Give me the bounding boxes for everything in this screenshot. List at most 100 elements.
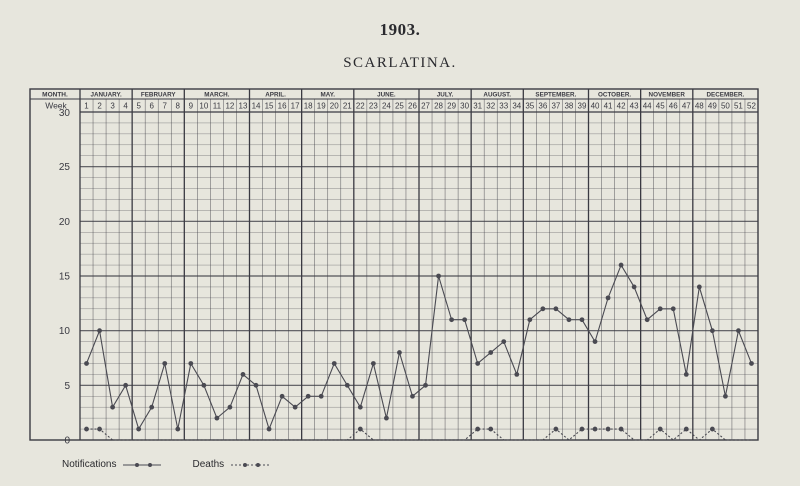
week-number-label: 25	[395, 102, 404, 111]
notifications-point	[84, 361, 89, 366]
notifications-point	[566, 317, 572, 323]
month-label: NOVEMBER	[649, 92, 686, 99]
deaths-point	[657, 426, 663, 432]
legend-deaths-swatch	[231, 462, 270, 467]
notifications-line	[86, 263, 752, 431]
y-tick-label: 30	[59, 108, 71, 119]
week-number-label: 1	[84, 102, 89, 111]
month-label: DECEMBER.	[707, 92, 745, 99]
week-number-label: 29	[447, 102, 456, 111]
chart-year: 1903.	[379, 20, 421, 39]
notifications-point	[605, 295, 611, 301]
week-number-label: 42	[617, 102, 626, 111]
deaths-point	[683, 426, 689, 432]
notifications-point	[527, 317, 533, 323]
month-label: AUGUST.	[483, 92, 511, 99]
week-number-label: 26	[408, 102, 417, 111]
notifications-point	[136, 426, 142, 432]
y-tick-label: 20	[59, 217, 71, 228]
y-tick-label: 10	[59, 326, 71, 337]
week-number-label: 23	[369, 102, 378, 111]
notifications-point	[540, 306, 546, 312]
month-label: MAY.	[320, 92, 335, 99]
week-number-label: 14	[252, 102, 261, 111]
notifications-point	[410, 393, 415, 399]
week-number-label: 45	[656, 102, 665, 111]
notifications-point	[240, 372, 246, 377]
notifications-point	[397, 350, 402, 355]
week-number-label: 15	[265, 102, 274, 111]
y-tick-label: 25	[59, 162, 71, 173]
notifications-point	[631, 284, 637, 290]
week-number-label: 51	[734, 102, 743, 111]
notifications-point	[384, 415, 389, 421]
week-number-label: 16	[278, 102, 287, 111]
notifications-point	[318, 393, 324, 399]
deaths-point	[475, 426, 481, 432]
notifications-point	[657, 306, 663, 312]
week-number-label: 17	[291, 102, 300, 111]
notifications-point	[423, 382, 428, 388]
notifications-point	[305, 393, 311, 399]
week-number-label: 44	[643, 102, 652, 111]
week-number-label: 21	[343, 102, 352, 111]
legend: Notifications Deaths	[62, 459, 270, 470]
week-number-label: 32	[486, 102, 495, 111]
notifications-point	[292, 404, 298, 410]
deaths-point	[97, 426, 102, 432]
week-number-label: 41	[604, 102, 613, 111]
notifications-point	[149, 404, 155, 410]
month-label: JULY.	[437, 92, 454, 99]
deaths-point	[84, 426, 89, 432]
notifications-point	[253, 382, 259, 388]
notifications-point	[436, 273, 441, 279]
week-number-label: 19	[317, 102, 326, 111]
y-tick-label: 0	[64, 436, 70, 447]
notifications-point	[553, 306, 559, 312]
week-row-label: Week	[45, 101, 67, 111]
week-number-label: 39	[578, 102, 587, 111]
week-number-label: 20	[330, 102, 339, 111]
notifications-point	[175, 426, 181, 432]
week-number-label: 48	[695, 102, 704, 111]
deaths-point	[605, 426, 611, 432]
week-number-label: 10	[199, 102, 208, 111]
notifications-point	[475, 361, 481, 366]
week-number-label: 36	[538, 102, 547, 111]
deaths-point	[618, 426, 624, 432]
month-label: OCTOBER.	[598, 92, 631, 99]
week-number-label: 8	[176, 102, 181, 111]
week-number-label: 43	[630, 102, 639, 111]
week-number-label: 13	[239, 102, 248, 111]
week-number-label: 52	[747, 102, 756, 111]
notifications-point	[696, 284, 702, 290]
month-label: APRIL.	[265, 92, 286, 99]
notifications-point	[357, 404, 363, 410]
notifications-point	[188, 361, 194, 366]
notifications-point	[670, 306, 676, 312]
y-tick-label: 15	[59, 272, 71, 283]
notifications-point	[488, 350, 494, 355]
week-number-label: 37	[551, 102, 560, 111]
notifications-point	[683, 372, 689, 377]
week-number-label: 50	[721, 102, 730, 111]
chart-title: SCARLATINA.	[343, 55, 457, 71]
week-number-label: 30	[460, 102, 469, 111]
month-label: JUNE.	[377, 92, 396, 99]
notifications-point	[214, 415, 220, 421]
week-number-label: 28	[434, 102, 443, 111]
notifications-point	[110, 404, 115, 410]
legend-notifications-swatch	[123, 462, 162, 467]
notifications-point	[344, 382, 350, 388]
notifications-point	[736, 328, 741, 334]
notifications-point	[514, 372, 520, 377]
notifications-point	[709, 328, 715, 334]
notifications-point	[449, 317, 454, 323]
week-number-label: 5	[136, 102, 141, 111]
week-number-label: 47	[682, 102, 691, 111]
month-label: SEPTEMBER.	[535, 92, 576, 99]
deaths-line	[86, 428, 752, 441]
notifications-point	[501, 339, 507, 344]
notifications-point	[123, 382, 129, 388]
notifications-point	[279, 393, 285, 399]
